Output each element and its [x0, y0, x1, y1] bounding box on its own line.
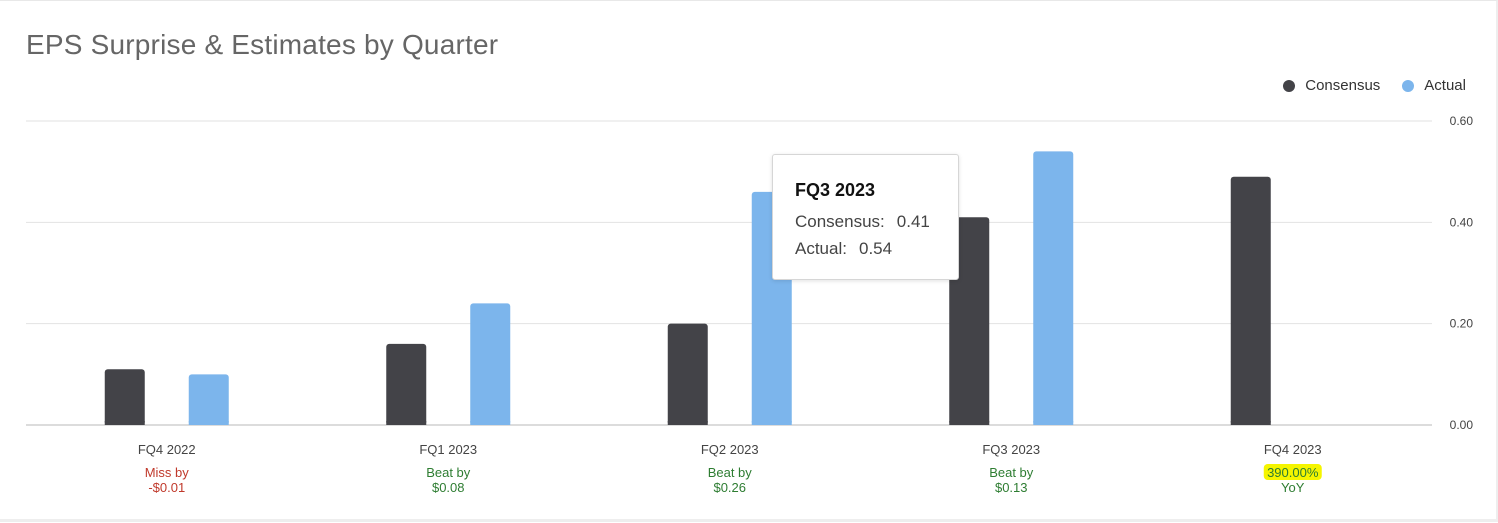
bar-consensus-3 — [949, 217, 990, 425]
bar-consensus-0 — [104, 369, 145, 425]
tooltip-consensus-label: Consensus: — [795, 212, 885, 231]
surprise-label-line1-0: Miss by — [145, 465, 190, 480]
bar-base-actual-0 — [188, 421, 229, 425]
bar-base-actual-3 — [1033, 421, 1074, 425]
bar-base-actual-2 — [751, 421, 792, 425]
bar-base-consensus-2 — [667, 421, 708, 425]
surprise-label-line2-4: YoY — [1281, 480, 1305, 495]
tooltip-title: FQ3 2023 — [795, 180, 876, 200]
tooltip-consensus-value: 0.41 — [896, 212, 930, 231]
surprise-label-line2-1: $0.08 — [432, 480, 465, 495]
bar-consensus-2 — [667, 323, 708, 425]
bar-base-consensus-3 — [949, 421, 990, 425]
bar-base-consensus-1 — [386, 421, 427, 425]
tooltip-row-consensus: Consensus: 0.41 — [795, 208, 958, 235]
x-tick-label-0: FQ4 2022 — [138, 442, 196, 457]
chart-title: EPS Surprise & Estimates by Quarter — [26, 29, 499, 60]
y-tick-label-0: 0.00 — [1450, 418, 1474, 432]
surprise-label-line1-4: 390.00% — [1267, 465, 1319, 480]
bar-consensus-4 — [1230, 176, 1271, 425]
surprise-label-line2-2: $0.26 — [713, 480, 746, 495]
legend-actual-label: Actual — [1424, 77, 1466, 94]
chart-tooltip: FQ3 2023 Consensus: 0.41 Actual: 0.54 — [772, 154, 959, 280]
tooltip-actual-value: 0.54 — [858, 239, 893, 258]
legend-consensus-dot — [1283, 79, 1296, 92]
surprise-label-line2-3: $0.13 — [995, 480, 1028, 495]
bar-base-actual-1 — [470, 421, 511, 425]
y-tick-label-2: 0.40 — [1450, 215, 1474, 229]
x-tick-label-2: FQ2 2023 — [701, 442, 759, 457]
legend-consensus-label: Consensus — [1305, 77, 1381, 94]
bar-actual-3 — [1033, 151, 1074, 425]
surprise-label-line1-2: Beat by — [708, 465, 753, 480]
tooltip-row-actual: Actual: 0.54 — [795, 235, 958, 262]
tooltip-actual-label: Actual: — [795, 239, 847, 258]
y-tick-label-3: 0.60 — [1450, 114, 1474, 128]
bar-base-consensus-0 — [104, 421, 145, 425]
legend-item-actual[interactable]: Actual — [1402, 77, 1466, 94]
surprise-highlight-4 — [1263, 464, 1322, 480]
bar-actual-1 — [470, 303, 511, 425]
bar-actual-0 — [188, 374, 229, 425]
legend-item-consensus[interactable]: Consensus — [1283, 77, 1380, 94]
legend-actual-dot — [1402, 79, 1415, 92]
chart-legend: Consensus Actual — [1261, 77, 1466, 94]
x-tick-label-1: FQ1 2023 — [419, 442, 477, 457]
bar-consensus-1 — [386, 343, 427, 425]
x-tick-label-4: FQ4 2023 — [1264, 442, 1322, 457]
surprise-label-line1-3: Beat by — [989, 465, 1034, 480]
x-tick-label-3: FQ3 2023 — [982, 442, 1040, 457]
bar-base-consensus-4 — [1230, 421, 1271, 425]
surprise-label-line2-0: -$0.01 — [148, 480, 185, 495]
surprise-label-line1-1: Beat by — [426, 465, 471, 480]
y-tick-label-1: 0.20 — [1450, 317, 1474, 331]
